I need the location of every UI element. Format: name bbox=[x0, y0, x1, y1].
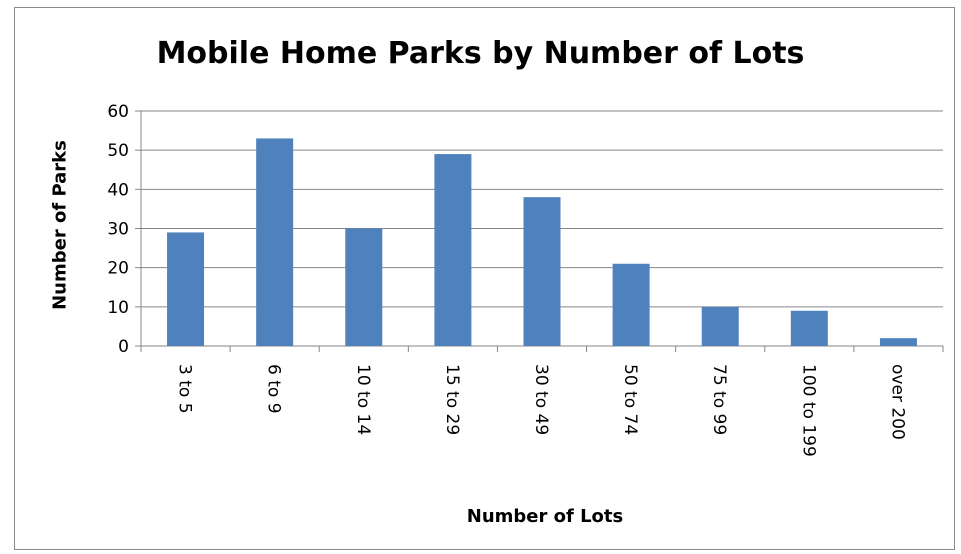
x-tick-label: 100 to 199 bbox=[798, 364, 818, 457]
x-tick-label: 15 to 29 bbox=[442, 364, 462, 435]
y-tick-label: 20 bbox=[107, 259, 129, 279]
x-tick-label: 10 to 14 bbox=[353, 364, 373, 435]
x-axis-label: Number of Lots bbox=[466, 506, 624, 527]
bar bbox=[612, 263, 650, 346]
x-tick-label: 3 to 5 bbox=[175, 364, 195, 414]
x-tick-label: 30 to 49 bbox=[531, 364, 551, 435]
bar bbox=[434, 154, 472, 346]
y-tick-label: 10 bbox=[107, 298, 129, 318]
y-tick-label: 50 bbox=[107, 141, 129, 161]
bar bbox=[345, 228, 383, 346]
y-tick-label: 40 bbox=[107, 180, 129, 200]
y-tick-label: 60 bbox=[107, 102, 129, 122]
bar bbox=[256, 138, 294, 346]
y-tick-label: 30 bbox=[107, 220, 129, 240]
chart-title: Mobile Home Parks by Number of Lots bbox=[156, 36, 805, 71]
bar bbox=[790, 310, 828, 346]
x-tick-label: over 200 bbox=[887, 364, 907, 440]
bar bbox=[167, 232, 205, 346]
bar bbox=[701, 306, 739, 346]
x-tick-label: 6 to 9 bbox=[264, 364, 284, 414]
x-tick-label: 75 to 99 bbox=[709, 364, 729, 435]
bar bbox=[523, 197, 561, 346]
y-tick-label: 0 bbox=[118, 337, 129, 357]
bar bbox=[879, 338, 917, 346]
x-tick-label: 50 to 74 bbox=[620, 364, 640, 435]
